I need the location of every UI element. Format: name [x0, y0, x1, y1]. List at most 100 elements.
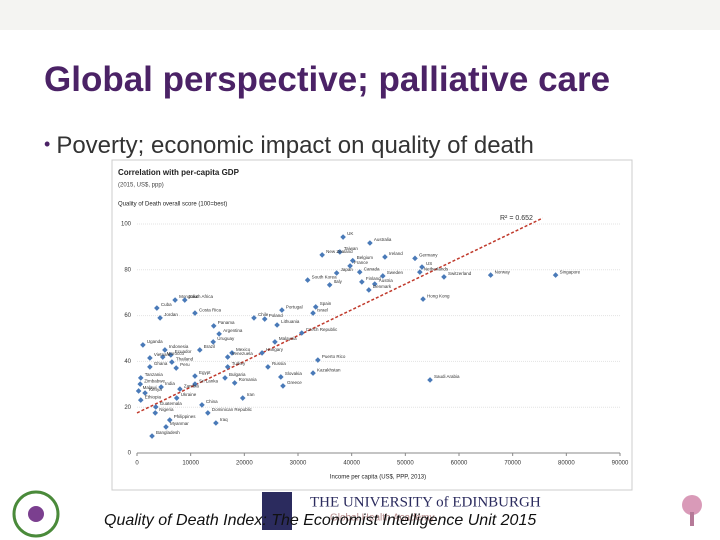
point: [224, 364, 231, 370]
slide-title: Global perspective; palliative care: [44, 60, 611, 99]
point: [371, 281, 378, 287]
point-label: Guatemala: [160, 401, 183, 406]
y-tick-label: 80: [124, 267, 131, 273]
annotation: R² = 0.652: [500, 215, 533, 222]
point-label: Ethiopia: [145, 394, 162, 399]
point-label: Chile: [258, 312, 269, 317]
point: [337, 249, 343, 255]
y-tick-label: 100: [121, 222, 132, 228]
point: [181, 297, 188, 303]
point: [173, 395, 180, 401]
y-tick-label: 40: [124, 359, 131, 365]
point: [265, 364, 271, 370]
point: [356, 269, 363, 275]
point: [239, 395, 246, 401]
point: [205, 410, 211, 416]
point: [272, 339, 278, 345]
point-label: Russia: [272, 361, 286, 366]
point-label: Tanzania: [145, 372, 164, 377]
point: [147, 355, 153, 361]
point: [259, 350, 265, 356]
point-label: Denmark: [373, 284, 392, 289]
point-label: Egypt: [199, 370, 211, 375]
point-label: Kenya: [149, 387, 162, 392]
point: [298, 330, 305, 336]
point: [304, 277, 311, 283]
point-label: Netherlands: [424, 266, 449, 271]
point-label: Australia: [374, 237, 392, 242]
point: [216, 331, 222, 337]
point-label: Canada: [364, 266, 380, 271]
point-label: Lithuania: [281, 319, 300, 324]
tree-logo: [682, 495, 702, 526]
point-label: Zambia: [184, 383, 200, 388]
point: [412, 255, 418, 262]
point: [192, 310, 198, 316]
chart-title: Correlation with per-capita GDP: [118, 168, 240, 177]
point: [168, 352, 174, 358]
x-tick-label: 90000: [612, 461, 629, 467]
point: [137, 375, 144, 381]
point: [159, 354, 166, 360]
point-label: Switzerland: [448, 271, 472, 276]
x-tick-label: 0: [135, 461, 139, 467]
point: [213, 420, 219, 426]
logo-core: [28, 506, 44, 522]
point: [441, 274, 447, 280]
point: [163, 424, 169, 430]
x-tick-label: 30000: [290, 461, 307, 467]
point: [274, 322, 280, 328]
y-tick-label: 20: [124, 405, 131, 411]
point: [137, 381, 144, 387]
point: [142, 390, 148, 396]
point-label: Argentina: [223, 328, 243, 333]
x-tick-label: 10000: [182, 461, 199, 467]
point-label: Dominican Republic: [212, 407, 253, 412]
point: [347, 263, 353, 269]
point-label: India: [165, 381, 175, 386]
point-label: Thailand: [176, 356, 194, 361]
y-axis-label: Quality of Death overall score (100=best…: [118, 202, 227, 208]
point-label: Panama: [218, 320, 235, 325]
point: [192, 381, 198, 387]
x-tick-label: 40000: [343, 461, 360, 467]
point-label: Malawi: [143, 385, 157, 390]
point-label: Ukraine: [181, 392, 197, 397]
point-label: Turkey: [232, 361, 246, 366]
point: [367, 240, 373, 246]
point-label: Cuba: [161, 302, 172, 307]
point-label: Finland: [366, 276, 381, 281]
point-label: China: [206, 399, 218, 404]
point: [419, 264, 425, 270]
point: [152, 404, 159, 410]
point: [315, 357, 321, 363]
point-label: Iraq: [220, 417, 228, 422]
point-label: Romania: [239, 377, 258, 382]
point: [333, 270, 340, 276]
point-label: France: [354, 260, 369, 265]
point-label: South Korea: [312, 274, 338, 279]
tree-crown: [682, 495, 702, 515]
point: [199, 402, 205, 408]
point-label: South Africa: [189, 294, 214, 299]
point-label: Hungary: [266, 347, 284, 352]
point-label: Spain: [320, 301, 332, 306]
point: [172, 297, 178, 303]
point: [169, 359, 175, 365]
point: [196, 347, 203, 353]
point-label: Bulgaria: [229, 372, 246, 377]
x-tick-label: 50000: [397, 461, 414, 467]
point: [278, 374, 284, 380]
point: [420, 296, 426, 302]
point: [310, 310, 316, 316]
x-axis-label: Income per capita (US$, PPP, 2013): [330, 475, 426, 481]
point-label: Myanmar: [170, 421, 189, 426]
point-label: Germany: [419, 253, 438, 258]
point: [152, 410, 159, 416]
point: [231, 380, 238, 386]
crest: [262, 492, 292, 530]
point: [340, 234, 346, 240]
point: [177, 386, 183, 392]
